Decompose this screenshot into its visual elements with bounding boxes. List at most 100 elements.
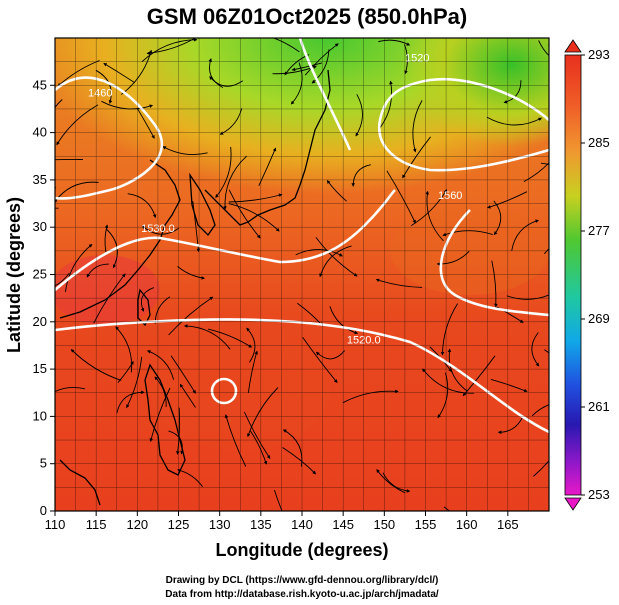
coast-taiwan	[137, 288, 151, 327]
colorbar-min-arrow	[564, 497, 582, 511]
coast-korea	[189, 172, 216, 237]
streamline	[443, 506, 451, 511]
warm-pool-south-china	[55, 255, 160, 325]
streamline	[490, 378, 528, 393]
x-tick-label: 155	[415, 517, 437, 532]
credit-data: Data from http://database.rish.kyoto-u.a…	[165, 589, 439, 600]
x-tick-label: 115	[86, 517, 107, 532]
streamline	[491, 260, 498, 308]
y-axis-ticks: 0 5 10 15 20 25 30 35 40 45	[33, 77, 55, 518]
coast-indochina	[59, 459, 101, 506]
streamline	[55, 387, 85, 393]
colorbar-tick-label: 293	[588, 47, 610, 62]
streamline	[55, 272, 70, 287]
streamline	[146, 350, 175, 380]
streamline	[224, 414, 247, 467]
streamline	[442, 230, 493, 237]
streamline	[183, 324, 231, 350]
streamline	[533, 460, 549, 477]
y-tick-label: 30	[33, 219, 47, 234]
colorbar-max-arrow	[564, 39, 582, 53]
streamline	[315, 237, 358, 277]
streamline	[117, 360, 134, 383]
streamline	[228, 189, 261, 239]
coast-china	[59, 159, 181, 319]
contour-label: 1520	[405, 53, 429, 65]
y-tick-label: 20	[33, 314, 47, 329]
coast-philippines	[144, 363, 186, 476]
colorbar-tick-label: 277	[588, 223, 610, 238]
y-tick-label: 0	[40, 503, 47, 518]
streamline	[104, 224, 109, 253]
contour-label: 1560	[438, 190, 462, 202]
streamline	[179, 383, 196, 408]
streamline	[258, 147, 277, 186]
streamline	[290, 62, 303, 105]
streamline	[208, 58, 224, 88]
streamline	[55, 158, 84, 161]
streamline	[538, 40, 549, 57]
streamline	[55, 99, 63, 109]
streamline	[506, 294, 549, 300]
y-tick-label: 10	[33, 408, 47, 423]
x-axis-ticks: 110 115 120 125 130 135 140 145 150 155 160 165	[45, 511, 519, 532]
streamline	[386, 170, 416, 224]
streamline	[531, 404, 549, 417]
colorbar-tick-label: 261	[588, 399, 610, 414]
streamline	[378, 80, 393, 131]
streamline	[302, 336, 338, 384]
x-tick-label: 160	[456, 517, 478, 532]
y-axis-label: Latitude (degrees)	[4, 197, 24, 353]
x-tick-label: 120	[126, 517, 148, 532]
streamline	[127, 193, 157, 219]
y-tick-label: 45	[33, 77, 47, 92]
streamline	[126, 356, 143, 409]
lat-lon-grid	[55, 38, 549, 511]
contour-1560	[439, 209, 549, 317]
y-tick-label: 15	[33, 361, 47, 376]
streamline	[447, 348, 468, 392]
contour-label: 1460	[88, 88, 112, 100]
streamline	[228, 203, 280, 232]
typhoon-low-contour	[210, 377, 238, 405]
streamline	[149, 387, 171, 442]
streamline	[462, 355, 496, 397]
streamline	[291, 62, 323, 72]
credit-drawing: Drawing by DCL (https://www.gfd-dennou.o…	[166, 575, 439, 586]
streamline	[319, 245, 352, 278]
streamline	[272, 38, 300, 53]
streamline	[116, 390, 145, 414]
streamline	[64, 243, 93, 293]
x-tick-label: 150	[373, 517, 395, 532]
streamline	[140, 287, 155, 312]
x-tick-label: 135	[250, 517, 272, 532]
streamline	[243, 411, 271, 459]
streamline	[177, 266, 206, 280]
streamline	[176, 407, 180, 455]
streamline	[154, 376, 167, 408]
colorbar-scale	[564, 54, 582, 496]
streamline	[215, 146, 232, 198]
streamline	[57, 60, 100, 87]
streamline	[315, 350, 346, 360]
map-title: GSM 06Z01Oct2025 (850.0hPa)	[147, 4, 467, 29]
streamline	[168, 296, 214, 336]
streamline	[511, 219, 539, 251]
contour-1520-north	[377, 77, 549, 172]
geopotential-contours	[55, 38, 549, 434]
x-tick-label: 110	[45, 517, 66, 532]
streamline	[403, 44, 408, 75]
streamline	[503, 80, 522, 104]
streamline	[282, 447, 317, 475]
colorbar-tick-label: 285	[588, 135, 610, 150]
wind-streamlines	[55, 38, 549, 511]
streamline	[376, 469, 406, 494]
contour-1460	[55, 76, 164, 200]
streamline	[311, 49, 330, 84]
streamline	[375, 278, 423, 288]
streamline	[523, 162, 549, 182]
streamline	[170, 355, 196, 394]
streamline	[531, 332, 540, 367]
